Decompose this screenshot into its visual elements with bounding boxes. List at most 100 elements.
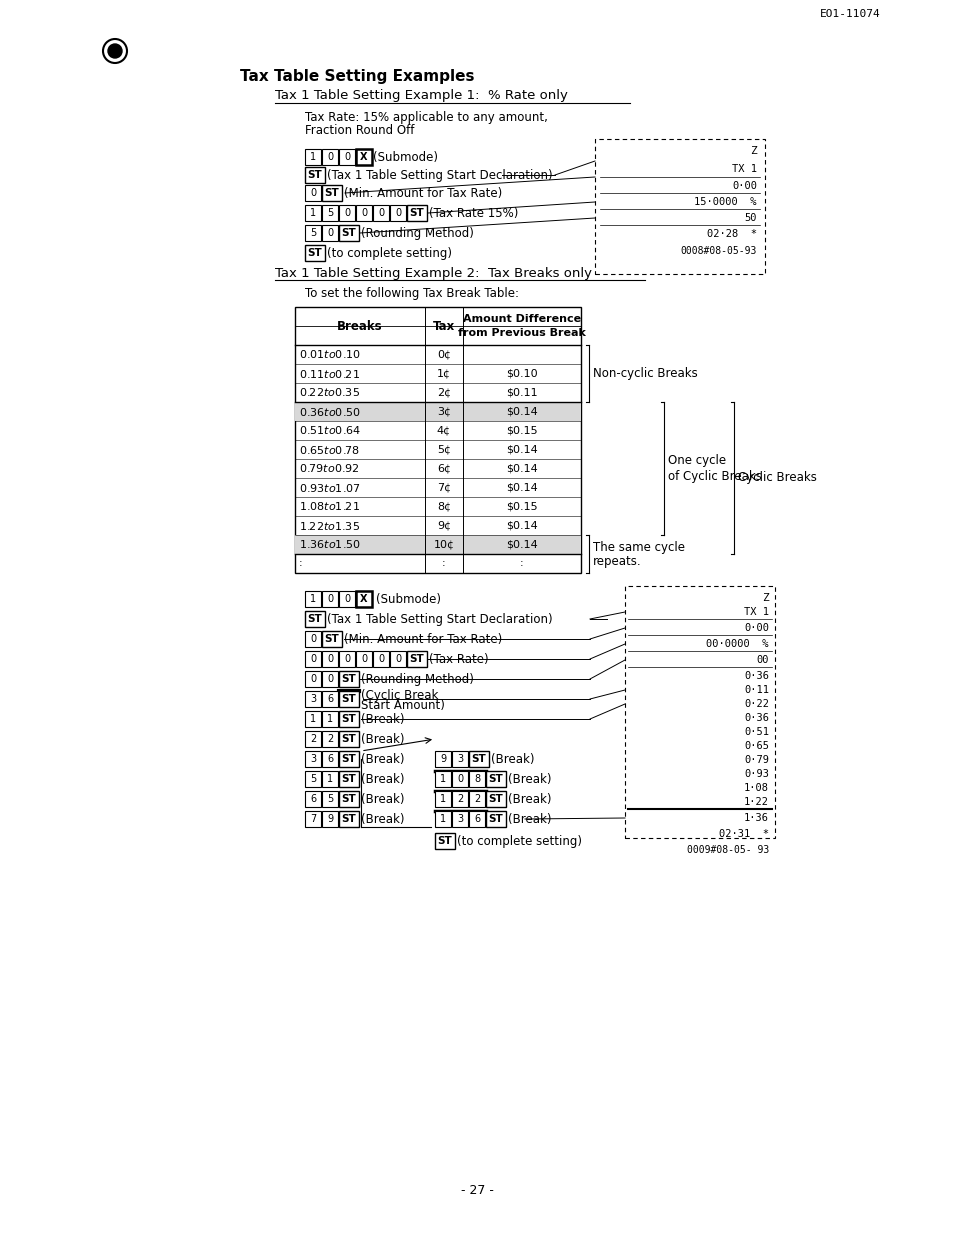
Text: Cyclic Breaks: Cyclic Breaks [738,472,816,484]
Text: 0: 0 [456,774,462,784]
Bar [294,307,580,572]
Text: ST: ST [307,170,322,180]
FancyBboxPatch shape [322,631,341,647]
Text: of Cyclic Breaks: of Cyclic Breaks [667,470,761,483]
Text: (Break): (Break) [360,712,404,726]
FancyBboxPatch shape [452,771,468,787]
FancyBboxPatch shape [338,591,355,607]
Text: 0: 0 [395,654,400,664]
FancyBboxPatch shape [355,204,372,221]
Text: 2¢: 2¢ [436,388,451,398]
FancyBboxPatch shape [305,751,320,767]
Text: (Cyclic Break: (Cyclic Break [360,689,438,701]
FancyBboxPatch shape [373,650,389,667]
Text: ST: ST [324,634,339,644]
FancyBboxPatch shape [469,771,484,787]
Text: 1: 1 [310,593,315,603]
Text: (Break): (Break) [491,752,534,766]
FancyBboxPatch shape [338,691,358,707]
Text: 0: 0 [310,188,315,198]
Text: 0: 0 [360,208,367,218]
Text: 3: 3 [456,814,462,824]
Text: ST: ST [409,208,424,218]
FancyBboxPatch shape [305,790,320,807]
Text: $0.14: $0.14 [506,463,537,473]
Text: 0: 0 [327,654,333,664]
Text: (Tax Rate): (Tax Rate) [429,653,488,665]
Text: 0·65: 0·65 [743,741,768,751]
Text: 0: 0 [310,674,315,684]
Text: from Previous Break: from Previous Break [457,327,585,338]
FancyBboxPatch shape [322,812,337,826]
FancyBboxPatch shape [322,691,337,707]
Text: (Min. Amount for Tax Rate): (Min. Amount for Tax Rate) [344,632,501,646]
Text: 3: 3 [456,755,462,764]
FancyBboxPatch shape [305,711,320,727]
FancyBboxPatch shape [322,204,337,221]
Text: (Submode): (Submode) [375,592,440,606]
Text: 1: 1 [327,714,333,724]
FancyBboxPatch shape [322,790,337,807]
FancyBboxPatch shape [322,149,337,165]
Text: 6: 6 [327,694,333,704]
Text: 3: 3 [310,694,315,704]
Text: 0: 0 [395,208,400,218]
Text: 0009#08-05- 93: 0009#08-05- 93 [686,845,768,855]
Text: 0: 0 [360,654,367,664]
Text: ST: ST [341,774,356,784]
Bar [294,535,580,554]
Text: $0.14: $0.14 [506,406,537,416]
Text: (Min. Amount for Tax Rate): (Min. Amount for Tax Rate) [344,187,501,199]
Text: 0: 0 [327,228,333,238]
Text: 0: 0 [344,593,350,603]
Text: 6¢: 6¢ [436,463,451,473]
FancyBboxPatch shape [338,650,355,667]
FancyBboxPatch shape [469,751,489,767]
Text: 0: 0 [327,674,333,684]
FancyBboxPatch shape [338,711,358,727]
Text: 1: 1 [439,774,446,784]
Text: $0.10: $0.10 [506,368,537,378]
Text: :: : [298,559,302,569]
Text: (Break): (Break) [507,813,551,825]
FancyBboxPatch shape [338,751,358,767]
Text: 1: 1 [310,208,315,218]
FancyBboxPatch shape [305,245,325,261]
Text: (Break): (Break) [360,813,404,825]
Text: TX 1: TX 1 [743,607,768,617]
FancyBboxPatch shape [435,833,455,849]
FancyBboxPatch shape [485,771,505,787]
Text: 0·00: 0·00 [743,623,768,633]
Text: Tax 1 Table Setting Example 1:  % Rate only: Tax 1 Table Setting Example 1: % Rate on… [274,89,567,103]
Text: (Tax 1 Table Setting Start Declaration): (Tax 1 Table Setting Start Declaration) [327,169,552,181]
Text: 3: 3 [310,755,315,764]
Text: Tax Rate: 15% applicable to any amount,: Tax Rate: 15% applicable to any amount, [305,110,547,124]
Text: (to complete setting): (to complete setting) [456,835,581,847]
Text: 0: 0 [344,208,350,218]
Text: (Break): (Break) [360,732,404,746]
Text: 1: 1 [310,152,315,162]
Text: 1: 1 [327,774,333,784]
Bar [624,586,774,838]
Text: 5: 5 [327,794,333,804]
FancyBboxPatch shape [305,731,320,747]
Text: ST: ST [488,814,503,824]
Text: (Rounding Method): (Rounding Method) [360,227,474,239]
Text: ST: ST [341,228,356,238]
FancyBboxPatch shape [390,204,406,221]
FancyBboxPatch shape [338,771,358,787]
Text: X: X [360,593,367,603]
FancyBboxPatch shape [338,790,358,807]
Text: $1.36 to $1.50: $1.36 to $1.50 [298,539,360,550]
FancyBboxPatch shape [338,204,355,221]
Text: $0.01 to $0.10: $0.01 to $0.10 [298,348,360,361]
Text: (Break): (Break) [507,793,551,805]
Text: ST: ST [341,694,356,704]
Text: Start Amount): Start Amount) [360,699,444,711]
Text: $0.11 to $0.21: $0.11 to $0.21 [298,368,359,379]
Text: ST: ST [341,714,356,724]
Text: 6: 6 [327,755,333,764]
Text: 0: 0 [344,152,350,162]
Text: (Break): (Break) [360,752,404,766]
Text: TX 1: TX 1 [731,164,757,173]
